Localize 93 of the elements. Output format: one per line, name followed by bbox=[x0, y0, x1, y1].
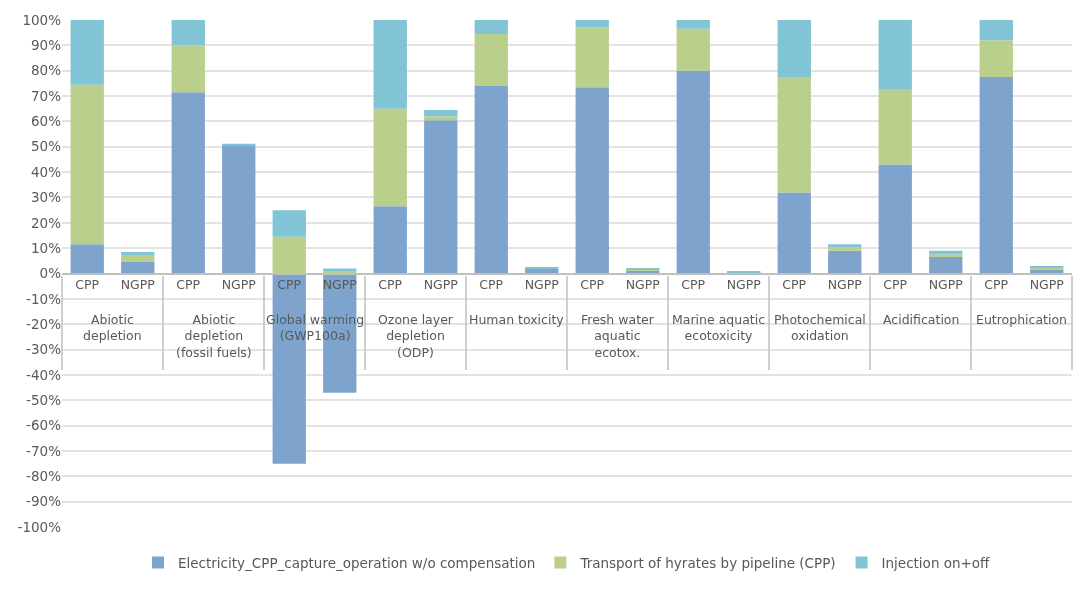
bar bbox=[575, 20, 609, 28]
bar bbox=[272, 210, 306, 237]
x-tick-label: CPP bbox=[277, 277, 302, 293]
bar bbox=[575, 87, 609, 274]
bar bbox=[424, 116, 458, 121]
annotation: Photochemical oxidation bbox=[774, 312, 866, 344]
bar bbox=[929, 254, 963, 258]
x-tick-label: CPP bbox=[176, 277, 201, 293]
y-tick-label: 10% bbox=[30, 239, 62, 256]
x-tick-label: NGPP bbox=[827, 277, 863, 293]
bar bbox=[474, 20, 508, 34]
bar bbox=[878, 20, 912, 90]
bar bbox=[121, 255, 155, 263]
bar bbox=[878, 164, 912, 274]
x-tick-label: NGPP bbox=[928, 277, 964, 293]
y-tick-label: -20% bbox=[26, 315, 62, 332]
bar bbox=[222, 145, 256, 274]
y-tick-label: -10% bbox=[26, 290, 62, 307]
y-tick-label: -40% bbox=[26, 366, 62, 383]
y-tick-label: -80% bbox=[26, 468, 62, 485]
y-tick-label: 0% bbox=[39, 265, 62, 282]
bar bbox=[171, 45, 205, 93]
bar bbox=[474, 85, 508, 274]
bar bbox=[878, 89, 912, 165]
y-tick-label: 90% bbox=[30, 37, 62, 54]
x-tick-label: NGPP bbox=[1029, 277, 1065, 293]
x-tick-label: CPP bbox=[782, 277, 807, 293]
y-tick-label: -100% bbox=[17, 518, 62, 535]
bar bbox=[373, 20, 407, 109]
x-tick-label: NGPP bbox=[120, 277, 156, 293]
y-tick-label: -70% bbox=[26, 442, 62, 459]
x-tick-label: CPP bbox=[378, 277, 403, 293]
y-tick-label: -50% bbox=[26, 391, 62, 408]
bar bbox=[828, 246, 862, 251]
annotation: Marine aquatic ecotoxicity bbox=[672, 312, 766, 344]
bar bbox=[777, 20, 811, 78]
bar bbox=[121, 262, 155, 274]
bar bbox=[171, 92, 205, 274]
annotation: Eutrophication bbox=[976, 312, 1068, 327]
x-tick-label: NGPP bbox=[524, 277, 560, 293]
bar bbox=[70, 84, 104, 245]
bar bbox=[70, 20, 104, 85]
annotation: Abiotic depletion bbox=[83, 312, 142, 344]
y-tick-label: 40% bbox=[30, 163, 62, 180]
bar bbox=[121, 251, 155, 256]
bar bbox=[272, 236, 306, 274]
annotation: Acidification bbox=[883, 312, 960, 327]
x-tick-label: CPP bbox=[580, 277, 605, 293]
bar bbox=[474, 33, 508, 86]
bar bbox=[373, 108, 407, 207]
x-tick-label: CPP bbox=[984, 277, 1009, 293]
x-tick-label: CPP bbox=[75, 277, 100, 293]
bar bbox=[70, 244, 104, 274]
bar bbox=[979, 20, 1013, 41]
bar bbox=[777, 77, 811, 193]
y-tick-label: -30% bbox=[26, 341, 62, 358]
x-tick-label: NGPP bbox=[726, 277, 762, 293]
bar bbox=[373, 206, 407, 274]
bar bbox=[424, 120, 458, 274]
bar bbox=[828, 250, 862, 274]
x-tick-label: NGPP bbox=[625, 277, 661, 293]
y-tick-label: 70% bbox=[30, 87, 62, 104]
bar bbox=[424, 109, 458, 117]
bar bbox=[676, 20, 710, 29]
x-tick-label: CPP bbox=[479, 277, 504, 293]
y-tick-label: 30% bbox=[30, 189, 62, 206]
y-tick-label: 50% bbox=[30, 138, 62, 155]
bar bbox=[929, 257, 963, 274]
y-tick-label: -90% bbox=[26, 493, 62, 510]
y-tick-label: -60% bbox=[26, 417, 62, 434]
annotation: Ozone layer depletion (ODP) bbox=[378, 312, 454, 360]
y-tick-label: 80% bbox=[30, 62, 62, 79]
annotation: Fresh water aquatic ecotox. bbox=[581, 312, 655, 360]
bar bbox=[828, 244, 862, 247]
bar bbox=[979, 77, 1013, 274]
legend-label: Injection on+off bbox=[881, 554, 991, 571]
bar bbox=[676, 70, 710, 274]
annotation: Abiotic depletion (fossil fuels) bbox=[176, 312, 252, 360]
legend-label: Electricity_CPP_capture_operation w/o compensation bbox=[178, 554, 536, 571]
bar bbox=[979, 40, 1013, 78]
bar bbox=[171, 20, 205, 46]
y-tick-label: 60% bbox=[30, 113, 62, 130]
bar bbox=[777, 192, 811, 274]
y-tick-label: 100% bbox=[22, 11, 62, 28]
legend-label: Transport of hyrates by pipeline (CPP) bbox=[579, 554, 836, 571]
annotation: Human toxicity bbox=[469, 312, 565, 327]
x-tick-label: NGPP bbox=[423, 277, 459, 293]
x-tick-label: CPP bbox=[883, 277, 908, 293]
x-tick-label: NGPP bbox=[221, 277, 257, 293]
y-tick-label: 20% bbox=[30, 214, 62, 231]
bar bbox=[676, 28, 710, 71]
bar bbox=[575, 27, 609, 88]
x-tick-label: CPP bbox=[681, 277, 706, 293]
